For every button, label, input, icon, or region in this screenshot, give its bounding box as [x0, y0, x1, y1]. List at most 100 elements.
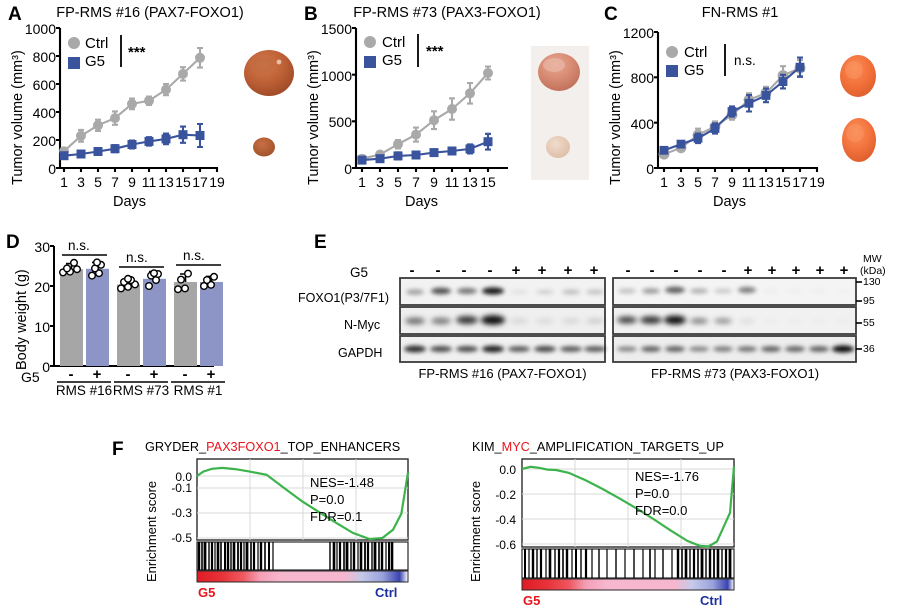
gsea-2-hit-marks	[524, 549, 732, 578]
panel-e-right-caption: FP-RMS #73 (PAX3-FOXO1)	[650, 366, 820, 381]
panel-d-plot	[50, 245, 225, 383]
gsea-2-left-end: G5	[523, 593, 541, 608]
panel-b-ytick-1500: 1500	[320, 21, 352, 37]
panel-e-left-lane-8: +	[589, 262, 599, 279]
panel-d-bar-5	[174, 282, 197, 366]
panel-a-legend-g5-label: G5	[85, 53, 106, 70]
panel-d-sign-3: -	[125, 366, 131, 383]
panel-b: B FP-RMS #73 (PAX3-FOXO1) Tumor volume (…	[300, 0, 600, 220]
panel-e-antibody-foxo1: FOXO1(P3/7F1)	[298, 291, 389, 305]
panel-b-xtick-11: 11	[444, 174, 460, 190]
panel-e-right-lane-1: -	[625, 262, 631, 279]
panel-b-xtick-9: 9	[430, 174, 438, 190]
panel-e-left-lane-1: -	[409, 262, 415, 279]
gsea-2-fdr: FDR=0.0	[635, 503, 688, 518]
gsea-1-fdr: FDR=0.1	[310, 509, 363, 524]
panel-b-xlabel: Days	[405, 194, 439, 210]
panel-c-ytick-1200: 1200	[622, 25, 654, 41]
gsea-2-ytick-1: -0.2	[495, 488, 516, 502]
gsea-2-right-end: Ctrl	[700, 593, 723, 608]
panel-e-right-lane-10: +	[839, 262, 849, 279]
panel-d-bar-6	[200, 282, 223, 366]
panel-b-title: FP-RMS #73 (PAX3-FOXO1)	[353, 5, 541, 21]
panel-a-xtick-13: 13	[158, 174, 174, 190]
panel-e-left-lane-2: -	[435, 262, 441, 279]
panel-d: D Body weight (g) 30 20 10 0	[0, 225, 300, 425]
gsea-2-ytick-0: 0.0	[499, 463, 516, 477]
panel-c-xtick-17: 17	[792, 174, 808, 190]
panel-e-mw-header: MW	[863, 253, 882, 265]
panel-d-group-3: RMS #1	[173, 383, 223, 398]
panel-b-xtick-15: 15	[480, 174, 496, 190]
gsea-1-ytick-0: 0.0	[175, 470, 192, 484]
panel-d-ns-1: n.s.	[68, 238, 90, 253]
panel-a-xtick-1: 1	[60, 174, 68, 190]
panel-b-ytick-0: 0	[344, 161, 352, 177]
panel-c-xtick-13: 13	[758, 174, 774, 190]
panel-e-left-lane-4: -	[487, 262, 493, 279]
gsea-2-title-part-0: KIM_	[472, 440, 502, 454]
panel-c-xtick-7: 7	[711, 174, 719, 190]
panel-c-plot	[654, 30, 819, 172]
panel-d-sign-4: +	[149, 366, 159, 383]
panel-b-xtick-7: 7	[412, 174, 420, 190]
panel-e-mw-55: 55	[863, 317, 875, 329]
panel-a-significance: ***	[128, 44, 146, 61]
gsea-1-title-part-1: PAX3FOXO1	[206, 440, 281, 454]
panel-c-legend-ctrl-marker	[666, 46, 678, 58]
panel-c-ytick-800: 800	[630, 70, 654, 87]
panel-e-right-lane-4: -	[697, 262, 703, 279]
gsea-2-ytick-2: -0.4	[495, 513, 516, 527]
panel-e-right-lane-2: -	[649, 262, 655, 279]
panel-d-ytick-0: 0	[42, 359, 50, 375]
panel-d-bar-3	[117, 284, 140, 366]
panel-b-xtick-1: 1	[358, 174, 366, 190]
panel-b-ytick-1000: 1000	[320, 67, 352, 84]
panel-c-xtick-3: 3	[677, 174, 685, 190]
panel-e-mw-95: 95	[863, 295, 875, 307]
gsea-2-pvalue: P=0.0	[635, 486, 670, 501]
panel-b-tumor-photo	[531, 46, 589, 180]
gsea-plot-2: KIM_MYC_AMPLIFICATION_TARGETS_UP Enrichm…	[450, 430, 780, 616]
panel-d-sign-6: +	[206, 366, 216, 383]
gsea-1-pvalue: P=0.0	[310, 492, 345, 507]
gsea-1-left-end: G5	[198, 585, 216, 600]
gsea-2-title: KIM_MYC_AMPLIFICATION_TARGETS_UP	[472, 440, 724, 454]
panel-d-bar-4	[143, 278, 166, 366]
panel-e-left-lane-7: +	[563, 262, 573, 279]
gsea-1-title-part-0: GRYDER_	[145, 440, 207, 454]
panel-e-antibody-gapdh: GAPDH	[338, 346, 383, 360]
panel-e-right-lane-8: +	[791, 262, 801, 279]
gsea-2-rank-colorbar	[521, 578, 735, 591]
panel-e-row-label: G5	[350, 265, 369, 280]
panel-e-right-lane-5: -	[721, 262, 727, 279]
panel-c-title: FN-RMS #1	[701, 5, 779, 21]
panel-d-sign-1: -	[68, 366, 74, 383]
gsea-plot-1: GRYDER_PAX3FOXO1_TOP_ENHANCERS Enrichmen…	[140, 430, 450, 616]
panel-d-ytick-10: 10	[34, 319, 50, 335]
panel-e-mw-units: (kDa)	[860, 265, 886, 277]
panel-b-legend-ctrl-marker	[364, 36, 376, 48]
gsea-2-canvas	[521, 458, 736, 591]
panel-e-right-lane-9: +	[815, 262, 825, 279]
panel-a-ytick-800: 800	[32, 49, 56, 65]
panel-f: F GRYDER_PAX3FOXO1_TOP_ENHANCERS Enrichm…	[0, 430, 900, 616]
panel-b-legend-ctrl-label: Ctrl	[382, 34, 406, 51]
panel-e: E G5 MW (kDa) FOXO1(P3/7F1) N-Myc GAPDH …	[298, 225, 900, 425]
panel-e-left-lane-3: -	[461, 262, 467, 279]
panel-a-plot	[56, 26, 219, 172]
panel-e-right-lane-7: +	[767, 262, 777, 279]
panel-e-left-lane-6: +	[537, 262, 547, 279]
panel-c-xtick-15: 15	[775, 174, 791, 190]
panel-a-ytick-200: 200	[32, 133, 56, 149]
panel-c-legend-ctrl-label: Ctrl	[684, 44, 708, 61]
panel-c-legend-g5-label: G5	[684, 62, 705, 79]
panel-c-xtick-11: 11	[741, 174, 757, 190]
panel-e-right-lane-3: -	[673, 262, 679, 279]
gsea-2-es-curve	[521, 465, 736, 548]
panel-d-bar-1	[60, 269, 83, 366]
panel-a-title: FP-RMS #16 (PAX7-FOXO1)	[56, 5, 244, 21]
panel-d-ytick-30: 30	[34, 239, 50, 255]
panel-c-xtick-19: 19	[809, 174, 825, 190]
gsea-1-right-end: Ctrl	[375, 585, 398, 600]
